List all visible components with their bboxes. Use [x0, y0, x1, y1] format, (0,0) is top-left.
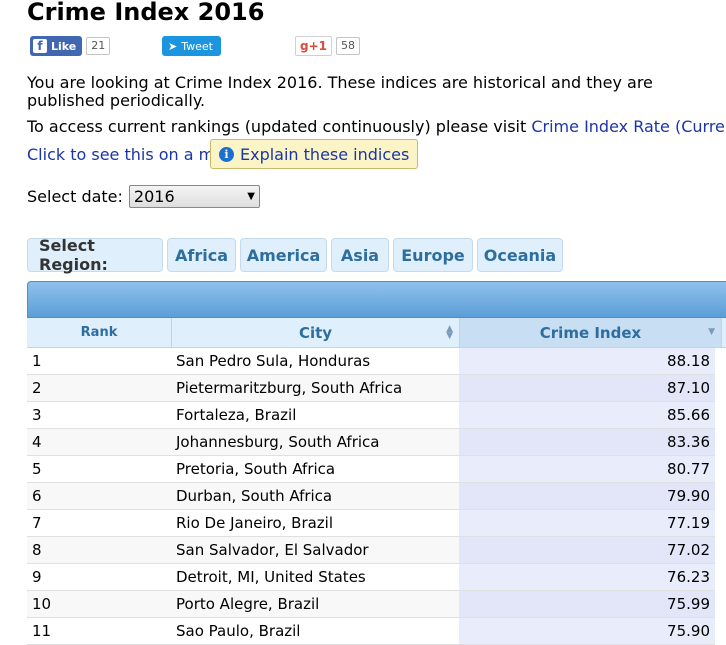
rank-cell: 6 [32, 487, 42, 505]
crime-index-current-link[interactable]: Crime Index Rate (Current) [531, 117, 726, 136]
crime-index-cell: 85.66 [459, 402, 715, 428]
date-select-label: Select date: [27, 187, 123, 206]
crime-index-cell: 77.02 [459, 537, 715, 563]
column-header-crime-index[interactable]: Crime Index ▼ [460, 318, 722, 348]
sort-descending-icon: ▼ [708, 327, 715, 337]
column-header-city-label: City [298, 323, 333, 342]
crime-index-cell: 75.90 [459, 618, 715, 644]
crime-index-cell: 87.10 [459, 375, 715, 401]
city-cell: Johannesburg, South Africa [176, 433, 380, 451]
table-row: 7 Rio De Janeiro, Brazil 77.19 [27, 510, 715, 537]
column-header-extra [722, 318, 726, 348]
city-cell: Pietermaritzburg, South Africa [176, 379, 403, 397]
date-selector: Select date: 2016 ▼ [27, 185, 260, 208]
facebook-like-button[interactable]: f Like [30, 36, 83, 56]
intro-text: You are looking at Crime Index 2016. The… [27, 73, 653, 110]
google-plus-count: 58 [336, 37, 360, 55]
city-cell: Durban, South Africa [176, 487, 333, 505]
facebook-like-label: Like [51, 39, 77, 53]
city-cell: San Salvador, El Salvador [176, 541, 369, 559]
date-select-value: 2016 [133, 187, 175, 206]
page-title: Crime Index 2016 [27, 0, 265, 26]
table-row: 11 Sao Paulo, Brazil 75.90 [27, 618, 715, 645]
region-button-oceania[interactable]: Oceania [477, 238, 563, 272]
city-cell: Fortaleza, Brazil [176, 406, 297, 424]
date-select[interactable]: 2016 ▼ [128, 185, 260, 208]
explain-indices-button[interactable]: i Explain these indices [210, 139, 419, 169]
facebook-like-count: 21 [86, 37, 111, 55]
table-row: 5 Pretoria, South Africa 80.77 [27, 456, 715, 483]
column-header-rank-label: Rank [80, 325, 118, 340]
tweet-widget[interactable]: ➤ Tweet [162, 36, 221, 56]
twitter-bird-icon: ➤ [168, 39, 178, 53]
explain-indices-label: Explain these indices [240, 144, 410, 164]
facebook-icon: f [33, 39, 47, 53]
rank-cell: 4 [32, 433, 42, 451]
crime-index-cell: 79.90 [459, 483, 715, 509]
table-body: 1 San Pedro Sula, Honduras 88.18 2 Pietermar… [27, 348, 715, 645]
table-row: 6 Durban, South Africa 79.90 [27, 483, 715, 510]
rank-cell: 10 [32, 595, 52, 613]
crime-index-cell: 80.77 [459, 456, 715, 482]
google-plus-icon: g [300, 39, 309, 53]
rank-cell: 7 [32, 514, 42, 532]
city-cell: Pretoria, South Africa [176, 460, 336, 478]
table-row: 2 Pietermaritzburg, South Africa 87.10 [27, 375, 715, 402]
rank-cell: 2 [32, 379, 42, 397]
region-button-africa[interactable]: Africa [167, 238, 236, 272]
rank-cell: 9 [32, 568, 42, 586]
crime-index-cell: 76.23 [459, 564, 715, 590]
tweet-button[interactable]: ➤ Tweet [162, 36, 221, 56]
current-rankings-prefix: To access current rankings (updated cont… [27, 117, 532, 136]
column-header-crime-index-label: Crime Index [539, 323, 642, 342]
rank-cell: 3 [32, 406, 42, 424]
column-header-city[interactable]: City ▲ ▼ [172, 318, 460, 348]
table-row: 9 Detroit, MI, United States 76.23 [27, 564, 715, 591]
city-cell: San Pedro Sula, Honduras [176, 352, 371, 370]
crime-index-cell: 88.18 [459, 348, 715, 374]
table-header: Rank City ▲ ▼ Crime Index ▼ [27, 318, 726, 348]
city-cell: Rio De Janeiro, Brazil [176, 514, 334, 532]
region-selector: Select Region: Africa America Asia Europ… [27, 236, 567, 274]
rank-cell: 8 [32, 541, 42, 559]
google-plus-widget[interactable]: g +1 58 [295, 36, 360, 56]
current-rankings-text: To access current rankings (updated cont… [27, 118, 726, 136]
facebook-like-widget[interactable]: f Like 21 [30, 36, 111, 56]
city-cell: Detroit, MI, United States [176, 568, 366, 586]
google-plus-button[interactable]: g +1 [295, 36, 332, 56]
table-row: 4 Johannesburg, South Africa 83.36 [27, 429, 715, 456]
sort-both-icon: ▲ ▼ [446, 324, 453, 341]
google-plus-label: +1 [308, 39, 327, 53]
region-button-america[interactable]: America [240, 238, 327, 272]
city-cell: Sao Paulo, Brazil [176, 622, 301, 640]
dropdown-arrow-icon: ▼ [247, 191, 255, 202]
table-row: 10 Porto Alegre, Brazil 75.99 [27, 591, 715, 618]
map-link[interactable]: Click to see this on a map [27, 145, 235, 164]
rank-cell: 5 [32, 460, 42, 478]
crime-index-cell: 83.36 [459, 429, 715, 455]
rank-cell: 1 [32, 352, 42, 370]
region-button-asia[interactable]: Asia [331, 238, 389, 272]
crime-index-cell: 75.99 [459, 591, 715, 617]
city-cell: Porto Alegre, Brazil [176, 595, 320, 613]
region-button-europe[interactable]: Europe [393, 238, 473, 272]
crime-index-cell: 77.19 [459, 510, 715, 536]
table-row: 3 Fortaleza, Brazil 85.66 [27, 402, 715, 429]
select-region-label: Select Region: [27, 236, 163, 274]
info-icon: i [219, 146, 234, 162]
tweet-label: Tweet [181, 39, 213, 53]
table-row: 8 San Salvador, El Salvador 77.02 [27, 537, 715, 564]
rank-cell: 11 [32, 622, 52, 640]
table-row: 1 San Pedro Sula, Honduras 88.18 [27, 348, 715, 375]
column-header-rank[interactable]: Rank [27, 318, 172, 348]
table-toolbar [27, 281, 726, 318]
